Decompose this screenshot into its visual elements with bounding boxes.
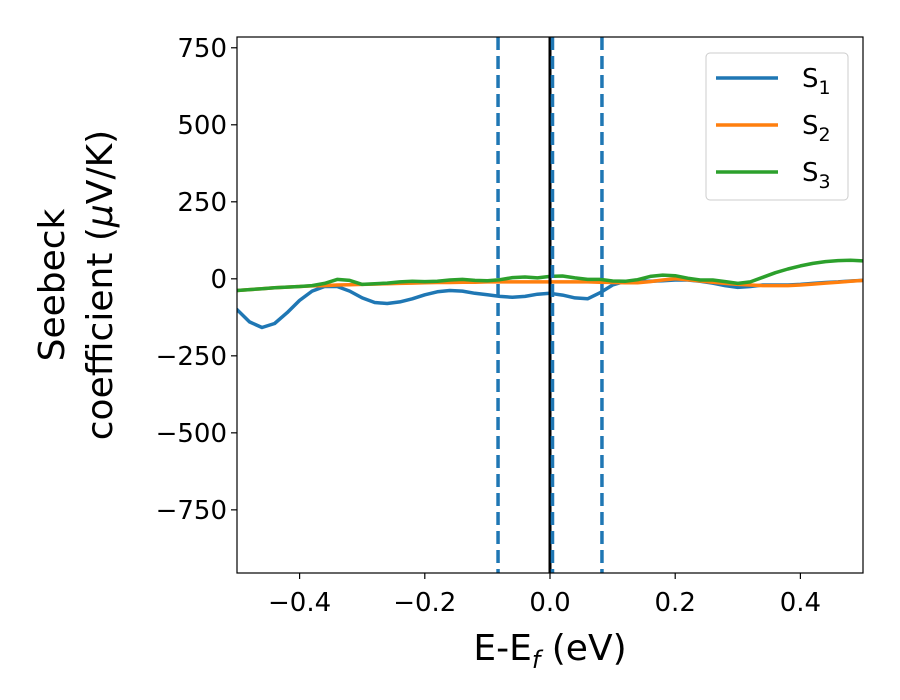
y-axis-label-line2: coefficient (μV/K)	[80, 130, 121, 440]
y-tick-label: −500	[156, 419, 227, 449]
legend: S1 S2 S3	[705, 52, 849, 201]
y-tick-label: 500	[177, 111, 227, 141]
y-tick-label: 250	[177, 188, 227, 218]
legend-items: S1 S2 S3	[716, 64, 831, 193]
y-axis: 750 500 250 0 −250 −500 −750	[156, 34, 237, 526]
x-tick-label: −0.2	[393, 588, 456, 618]
y-axis-label: Seebeck coefficient (μV/K)	[32, 130, 121, 440]
y-tick-label: −250	[156, 342, 227, 372]
x-tick-label: 0.0	[529, 588, 570, 618]
y-axis-label-line1: Seebeck	[32, 208, 73, 361]
y-tick-label: 0	[210, 265, 227, 295]
legend-label-s2: S2	[802, 111, 831, 146]
legend-label-s1: S1	[802, 64, 831, 99]
x-tick-label: −0.4	[268, 588, 331, 618]
x-tick-label: 0.4	[780, 588, 821, 618]
x-axis-label: E-Ef (eV)	[473, 628, 626, 674]
x-axis: −0.4 −0.2 0.0 0.2 0.4	[268, 573, 821, 618]
x-tick-label: 0.2	[655, 588, 696, 618]
y-tick-label: −750	[156, 496, 227, 526]
legend-label-s3: S3	[802, 158, 831, 193]
y-tick-label: 750	[177, 34, 227, 64]
plot-content	[237, 37, 863, 573]
